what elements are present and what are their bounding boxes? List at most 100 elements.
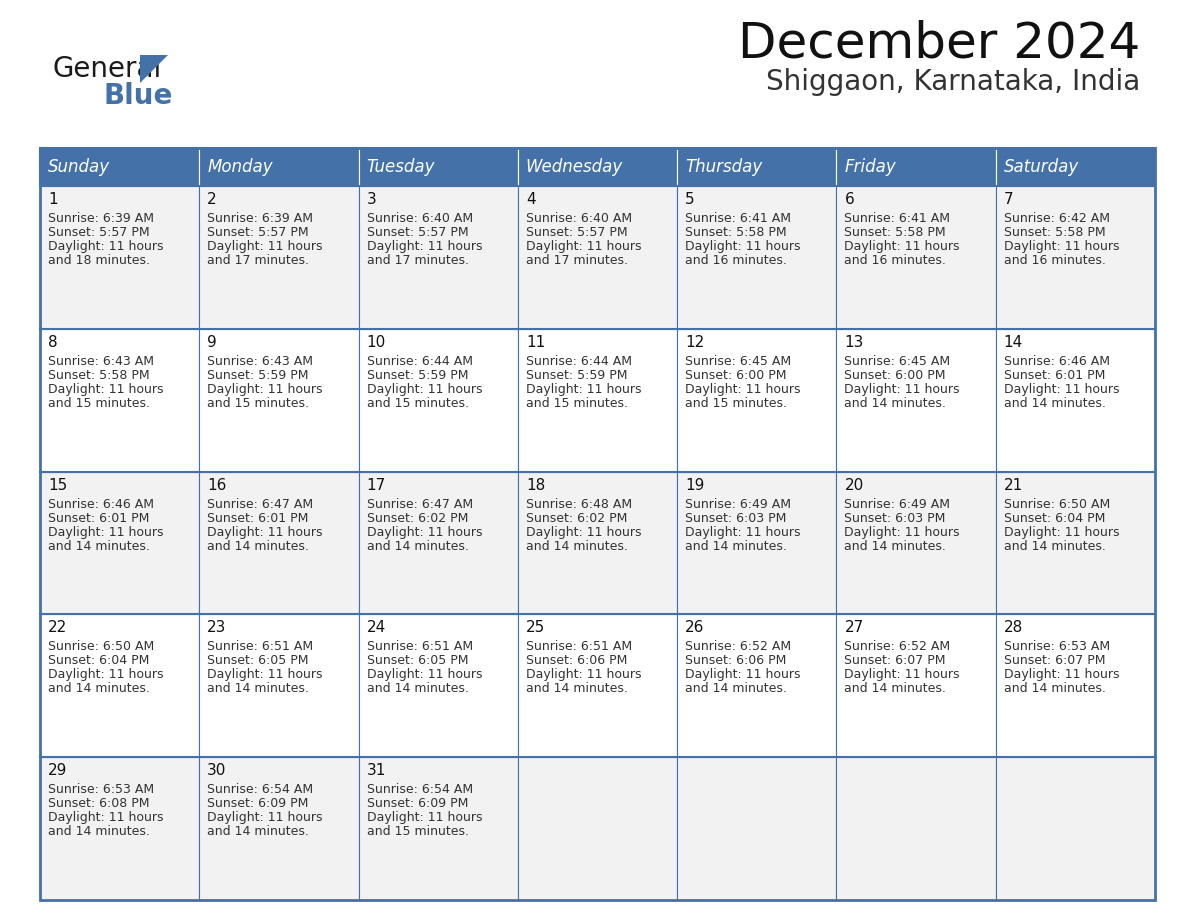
Text: Sunrise: 6:51 AM: Sunrise: 6:51 AM — [367, 641, 473, 654]
Text: Sunset: 6:01 PM: Sunset: 6:01 PM — [1004, 369, 1105, 382]
Text: Sunrise: 6:51 AM: Sunrise: 6:51 AM — [207, 641, 314, 654]
Text: Daylight: 11 hours: Daylight: 11 hours — [526, 240, 642, 253]
Text: and 15 minutes.: and 15 minutes. — [526, 397, 627, 409]
Text: and 17 minutes.: and 17 minutes. — [526, 254, 627, 267]
Text: Sunrise: 6:47 AM: Sunrise: 6:47 AM — [207, 498, 314, 510]
Text: Daylight: 11 hours: Daylight: 11 hours — [845, 668, 960, 681]
Bar — [836, 148, 996, 186]
Bar — [518, 472, 677, 614]
Text: and 14 minutes.: and 14 minutes. — [845, 397, 947, 409]
Bar — [359, 148, 518, 186]
Text: and 15 minutes.: and 15 minutes. — [685, 397, 788, 409]
Text: Sunset: 6:00 PM: Sunset: 6:00 PM — [845, 369, 946, 382]
Bar — [836, 329, 996, 472]
Text: and 15 minutes.: and 15 minutes. — [48, 397, 150, 409]
Text: Sunrise: 6:42 AM: Sunrise: 6:42 AM — [1004, 212, 1110, 225]
Text: Daylight: 11 hours: Daylight: 11 hours — [367, 812, 482, 824]
Bar — [836, 757, 996, 900]
Text: and 16 minutes.: and 16 minutes. — [1004, 254, 1106, 267]
Text: Sunday: Sunday — [48, 158, 110, 176]
Text: 13: 13 — [845, 335, 864, 350]
Text: Sunrise: 6:49 AM: Sunrise: 6:49 AM — [845, 498, 950, 510]
Bar — [40, 148, 200, 186]
Text: Sunset: 5:57 PM: Sunset: 5:57 PM — [48, 226, 150, 239]
Text: Sunset: 6:04 PM: Sunset: 6:04 PM — [48, 655, 150, 667]
Text: 30: 30 — [207, 763, 227, 778]
Bar — [677, 472, 836, 614]
Text: and 14 minutes.: and 14 minutes. — [367, 682, 468, 696]
Bar — [996, 186, 1155, 329]
Text: 20: 20 — [845, 477, 864, 493]
Text: Sunset: 6:05 PM: Sunset: 6:05 PM — [207, 655, 309, 667]
Text: 22: 22 — [48, 621, 68, 635]
Text: Sunset: 6:05 PM: Sunset: 6:05 PM — [367, 655, 468, 667]
Text: Sunrise: 6:53 AM: Sunrise: 6:53 AM — [1004, 641, 1110, 654]
Text: Sunset: 5:59 PM: Sunset: 5:59 PM — [207, 369, 309, 382]
Bar — [518, 757, 677, 900]
Text: and 14 minutes.: and 14 minutes. — [48, 682, 150, 696]
Bar — [200, 329, 359, 472]
Bar — [836, 614, 996, 757]
Bar — [359, 757, 518, 900]
Bar — [200, 186, 359, 329]
Bar — [40, 148, 1155, 900]
Text: 25: 25 — [526, 621, 545, 635]
Bar — [677, 329, 836, 472]
Text: Daylight: 11 hours: Daylight: 11 hours — [685, 526, 801, 539]
Text: and 17 minutes.: and 17 minutes. — [207, 254, 309, 267]
Text: 15: 15 — [48, 477, 68, 493]
Text: Daylight: 11 hours: Daylight: 11 hours — [685, 668, 801, 681]
Bar — [200, 472, 359, 614]
Text: 4: 4 — [526, 192, 536, 207]
Text: Sunrise: 6:39 AM: Sunrise: 6:39 AM — [48, 212, 154, 225]
Text: Sunset: 5:59 PM: Sunset: 5:59 PM — [526, 369, 627, 382]
Text: Daylight: 11 hours: Daylight: 11 hours — [526, 383, 642, 396]
Text: and 14 minutes.: and 14 minutes. — [685, 682, 786, 696]
Bar — [359, 614, 518, 757]
Text: Daylight: 11 hours: Daylight: 11 hours — [48, 812, 164, 824]
Bar — [40, 614, 200, 757]
Bar — [200, 614, 359, 757]
Text: Daylight: 11 hours: Daylight: 11 hours — [207, 526, 323, 539]
Text: Sunrise: 6:53 AM: Sunrise: 6:53 AM — [48, 783, 154, 796]
Text: Daylight: 11 hours: Daylight: 11 hours — [845, 383, 960, 396]
Text: Sunset: 6:09 PM: Sunset: 6:09 PM — [207, 797, 309, 811]
Text: Sunrise: 6:43 AM: Sunrise: 6:43 AM — [207, 354, 314, 368]
Text: 5: 5 — [685, 192, 695, 207]
Text: 3: 3 — [367, 192, 377, 207]
Text: Sunrise: 6:48 AM: Sunrise: 6:48 AM — [526, 498, 632, 510]
Text: Daylight: 11 hours: Daylight: 11 hours — [1004, 383, 1119, 396]
Bar — [518, 614, 677, 757]
Text: and 14 minutes.: and 14 minutes. — [685, 540, 786, 553]
Text: Daylight: 11 hours: Daylight: 11 hours — [367, 526, 482, 539]
Text: Daylight: 11 hours: Daylight: 11 hours — [207, 240, 323, 253]
Text: Sunrise: 6:40 AM: Sunrise: 6:40 AM — [526, 212, 632, 225]
Text: and 14 minutes.: and 14 minutes. — [367, 540, 468, 553]
Text: and 16 minutes.: and 16 minutes. — [845, 254, 947, 267]
Text: 17: 17 — [367, 477, 386, 493]
Bar — [677, 186, 836, 329]
Text: and 16 minutes.: and 16 minutes. — [685, 254, 786, 267]
Text: Thursday: Thursday — [685, 158, 763, 176]
Text: Sunrise: 6:49 AM: Sunrise: 6:49 AM — [685, 498, 791, 510]
Text: Sunrise: 6:41 AM: Sunrise: 6:41 AM — [845, 212, 950, 225]
Bar — [359, 186, 518, 329]
Text: and 14 minutes.: and 14 minutes. — [48, 540, 150, 553]
Text: 19: 19 — [685, 477, 704, 493]
Text: Sunrise: 6:44 AM: Sunrise: 6:44 AM — [367, 354, 473, 368]
Text: 18: 18 — [526, 477, 545, 493]
Bar — [518, 148, 677, 186]
Text: and 14 minutes.: and 14 minutes. — [1004, 682, 1106, 696]
Text: 14: 14 — [1004, 335, 1023, 350]
Text: Daylight: 11 hours: Daylight: 11 hours — [207, 383, 323, 396]
Text: Sunset: 6:09 PM: Sunset: 6:09 PM — [367, 797, 468, 811]
Text: and 17 minutes.: and 17 minutes. — [367, 254, 468, 267]
Text: Sunset: 6:06 PM: Sunset: 6:06 PM — [685, 655, 786, 667]
Text: Daylight: 11 hours: Daylight: 11 hours — [685, 383, 801, 396]
Text: and 14 minutes.: and 14 minutes. — [207, 825, 309, 838]
Text: and 14 minutes.: and 14 minutes. — [207, 540, 309, 553]
Text: Daylight: 11 hours: Daylight: 11 hours — [207, 668, 323, 681]
Bar — [518, 329, 677, 472]
Bar — [200, 148, 359, 186]
Text: Daylight: 11 hours: Daylight: 11 hours — [367, 240, 482, 253]
